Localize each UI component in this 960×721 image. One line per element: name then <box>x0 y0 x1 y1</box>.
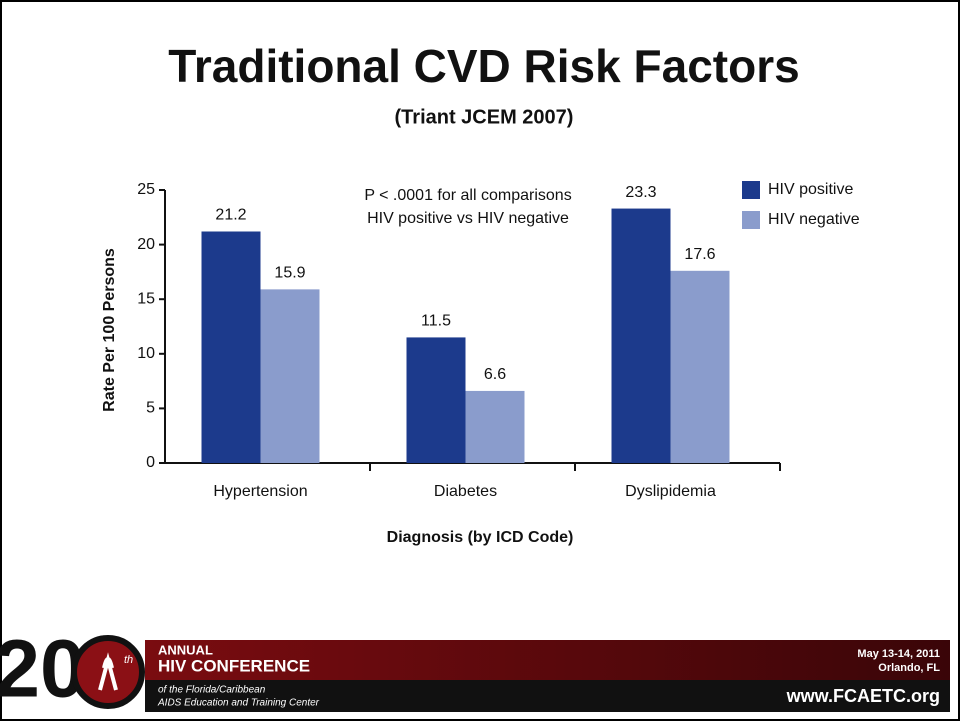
y-tick-label: 10 <box>137 345 155 362</box>
footer-text: ANNUAL <box>158 642 213 657</box>
footer-text: of the Florida/Caribbean <box>158 685 266 696</box>
bar <box>611 208 671 463</box>
chart-title: Traditional CVD Risk Factors <box>168 40 799 92</box>
legend-label: HIV negative <box>768 211 860 228</box>
data-label: 17.6 <box>684 246 715 263</box>
y-tick-label: 15 <box>137 290 155 307</box>
bar <box>406 337 466 463</box>
footer-band <box>145 680 950 712</box>
footer-band <box>145 640 950 680</box>
y-tick-label: 25 <box>137 181 155 198</box>
logo-ring <box>71 635 145 709</box>
x-axis-label: Diagnosis (by ICD Code) <box>387 529 574 546</box>
data-label: 6.6 <box>484 366 506 383</box>
bar <box>670 270 730 463</box>
annotation: P < .0001 for all comparisons <box>364 187 571 204</box>
x-tick-label: Diabetes <box>434 483 497 500</box>
bar <box>260 289 320 463</box>
footer-text: AIDS Education and Training Center <box>157 698 320 709</box>
annotation: HIV positive vs HIV negative <box>367 210 569 227</box>
y-tick-label: 5 <box>146 400 155 417</box>
footer-place: Orlando, FL <box>878 662 940 674</box>
legend-swatch <box>742 181 760 199</box>
logo-ribbon <box>98 652 118 691</box>
bar <box>201 231 261 463</box>
footer-url: www.FCAETC.org <box>786 686 940 706</box>
legend-swatch <box>742 211 760 229</box>
data-label: 21.2 <box>215 207 246 224</box>
data-label: 11.5 <box>421 313 451 330</box>
footer-date: May 13-14, 2011 <box>857 648 940 660</box>
y-tick-label: 20 <box>137 236 155 253</box>
logo-suffix: th <box>124 654 133 666</box>
footer-text: HIV CONFERENCE <box>158 656 310 675</box>
x-tick-label: Hypertension <box>213 483 307 500</box>
legend-label: HIV positive <box>768 181 853 198</box>
bar <box>465 390 525 463</box>
data-label: 23.3 <box>625 184 656 201</box>
x-tick-label: Dyslipidemia <box>625 483 716 500</box>
y-axis-label: Rate Per 100 Persons <box>101 248 118 412</box>
data-label: 15.9 <box>274 265 305 282</box>
chart-subtitle: (Triant JCEM 2007) <box>395 106 574 128</box>
y-tick-label: 0 <box>146 454 155 471</box>
